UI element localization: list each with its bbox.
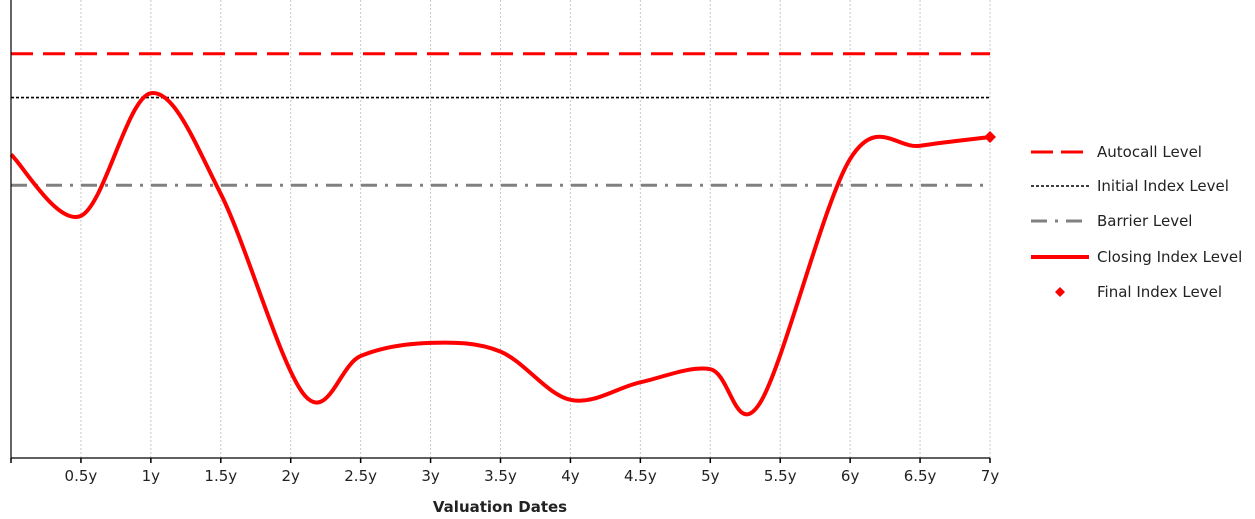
legend-label: Final Index Level — [1097, 283, 1222, 301]
x-tick-label: 5y — [701, 467, 720, 485]
closing-index-level-line — [9, 91, 991, 417]
series-lines — [9, 91, 996, 417]
x-tick-label: 6.5y — [904, 467, 937, 485]
x-tick-label: 4.5y — [624, 467, 657, 485]
x-tick-label: 0.5y — [65, 467, 98, 485]
legend-item-final-index-level: Final Index Level — [1055, 283, 1222, 301]
x-tick-label: 2.5y — [344, 467, 377, 485]
legend-item-barrier-level: Barrier Level — [1031, 212, 1192, 230]
legend-label: Autocall Level — [1097, 143, 1202, 161]
legend-label: Initial Index Level — [1097, 177, 1229, 195]
final-index-level-marker — [984, 131, 996, 144]
x-tick-label: 3y — [421, 467, 440, 485]
legend-label: Barrier Level — [1097, 212, 1192, 230]
legend: Autocall Level Initial Index Level Barrier… — [1031, 143, 1242, 301]
x-tick-label: 6y — [841, 467, 860, 485]
x-tick-label: 1y — [142, 467, 161, 485]
grid-lines — [80, 0, 991, 458]
legend-item-initial-index-level: Initial Index Level — [1031, 177, 1229, 195]
x-tick-label: 5.5y — [764, 467, 797, 485]
legend-label: Closing Index Level — [1097, 248, 1242, 266]
x-tick-label: 7y — [981, 467, 1000, 485]
legend-item-autocall-level: Autocall Level — [1031, 143, 1202, 161]
legend-swatch — [1055, 287, 1065, 297]
x-tick-label: 3.5y — [484, 467, 517, 485]
x-tick-label: 4y — [561, 467, 580, 485]
legend-item-closing-index-level: Closing Index Level — [1031, 248, 1242, 266]
x-tick-label: 2y — [282, 467, 301, 485]
x-axis-label: Valuation Dates — [433, 498, 567, 516]
axes: 0.5y 1y 1.5y 2y 2.5y 3y 3.5y 4y 4.5y 5y 5.5y 6y 6.5y… — [10, 0, 1000, 485]
level-lines — [11, 52, 990, 187]
x-tick-label: 1.5y — [204, 467, 237, 485]
